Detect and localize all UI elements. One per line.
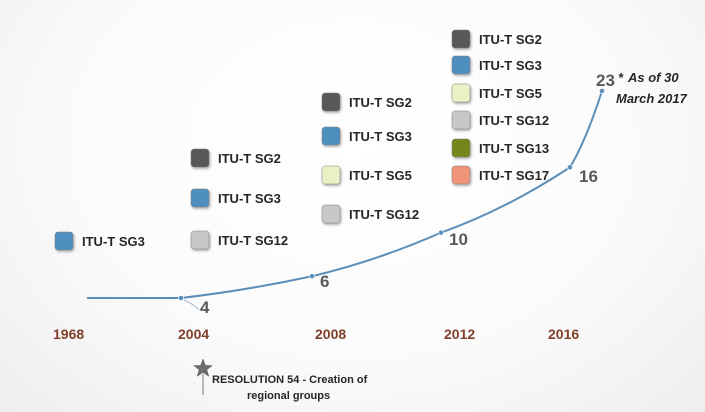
legend-label: ITU-T SG5 <box>349 168 412 183</box>
data-point-2016 <box>567 164 573 171</box>
data-point-2008 <box>309 273 315 280</box>
x-tick-label-2008: 2008 <box>315 326 346 342</box>
legend-entry-1-SG3: ITU-T SG3 <box>190 188 281 208</box>
line-layer <box>87 88 605 301</box>
legend-layer: ITU-T SG3 ITU-T SG2 ITU-T SG3 ITU-T SG12 ITU… <box>54 29 549 251</box>
annotation: RESOLUTION 54 - Creation of regional grou… <box>193 358 368 402</box>
legend-label: ITU-T SG3 <box>349 129 412 144</box>
legend-entry-2-SG12: ITU-T SG12 <box>321 204 419 224</box>
legend-label: ITU-T SG3 <box>479 58 542 73</box>
value-label-2008: 6 <box>320 272 329 291</box>
legend-swatch <box>190 188 210 208</box>
legend-entry-3-SG2: ITU-T SG2 <box>451 29 542 49</box>
value-label-2004: 4 <box>200 298 210 317</box>
legend-swatch <box>451 83 471 103</box>
legend-entry-3-SG12: ITU-T SG12 <box>451 110 549 130</box>
legend-label: ITU-T SG2 <box>349 95 412 110</box>
note-marker: * <box>618 70 624 85</box>
legend-swatch <box>321 204 341 224</box>
label-layer: 4 6 10 16 23 * As of 30 March 2017 <box>183 70 688 317</box>
legend-swatch <box>321 126 341 146</box>
legend-entry-3-SG13: ITU-T SG13 <box>451 138 549 158</box>
legend-label: ITU-T SG3 <box>82 234 145 249</box>
annotation-line-1: RESOLUTION 54 - Creation of <box>212 374 368 386</box>
legend-label: ITU-T SG17 <box>479 168 549 183</box>
legend-entry-3-SG17: ITU-T SG17 <box>451 165 549 185</box>
legend-swatch <box>190 148 210 168</box>
legend-swatch <box>321 92 341 112</box>
legend-entry-0-SG3: ITU-T SG3 <box>54 231 145 251</box>
legend-swatch <box>451 165 471 185</box>
data-point-2004 <box>178 295 184 301</box>
data-point-2017-03-30 <box>599 88 605 94</box>
note-line-1: As of 30 <box>627 70 679 85</box>
legend-swatch <box>321 165 341 185</box>
legend-swatch <box>451 110 471 130</box>
legend-swatch <box>451 55 471 75</box>
legend-swatch <box>451 29 471 49</box>
x-tick-label-2004: 2004 <box>178 326 209 342</box>
value-label-connector <box>183 299 200 311</box>
legend-label: ITU-T SG2 <box>218 151 281 166</box>
legend-label: ITU-T SG2 <box>479 32 542 47</box>
legend-label: ITU-T SG12 <box>349 207 419 222</box>
value-label-2017-03-30: 23 <box>596 71 615 90</box>
legend-label: ITU-T SG5 <box>479 86 542 101</box>
value-label-2012: 10 <box>449 230 468 249</box>
x-axis: 1968 2004 2008 2012 2016 <box>53 326 579 342</box>
legend-label: ITU-T SG13 <box>479 141 549 156</box>
legend-swatch <box>190 230 210 250</box>
legend-swatch <box>54 231 74 251</box>
x-tick-label-2012: 2012 <box>444 326 475 342</box>
legend-entry-1-SG2: ITU-T SG2 <box>190 148 281 168</box>
annotation-line-2: regional groups <box>247 390 330 402</box>
x-tick-label-2016: 2016 <box>548 326 579 342</box>
data-point-2012 <box>438 229 444 236</box>
legend-label: ITU-T SG3 <box>218 191 281 206</box>
legend-entry-1-SG12: ITU-T SG12 <box>190 230 288 250</box>
legend-label: ITU-T SG12 <box>479 113 549 128</box>
value-label-2016: 16 <box>579 167 598 186</box>
legend-entry-3-SG3: ITU-T SG3 <box>451 55 542 75</box>
legend-entry-2-SG3: ITU-T SG3 <box>321 126 412 146</box>
legend-entry-2-SG5: ITU-T SG5 <box>321 165 412 185</box>
legend-swatch <box>451 138 471 158</box>
star-icon <box>193 358 213 377</box>
note-line-2: March 2017 <box>616 91 688 106</box>
x-tick-label-1968: 1968 <box>53 326 84 342</box>
legend-label: ITU-T SG12 <box>218 233 288 248</box>
legend-entry-3-SG5: ITU-T SG5 <box>451 83 542 103</box>
legend-entry-2-SG2: ITU-T SG2 <box>321 92 412 112</box>
